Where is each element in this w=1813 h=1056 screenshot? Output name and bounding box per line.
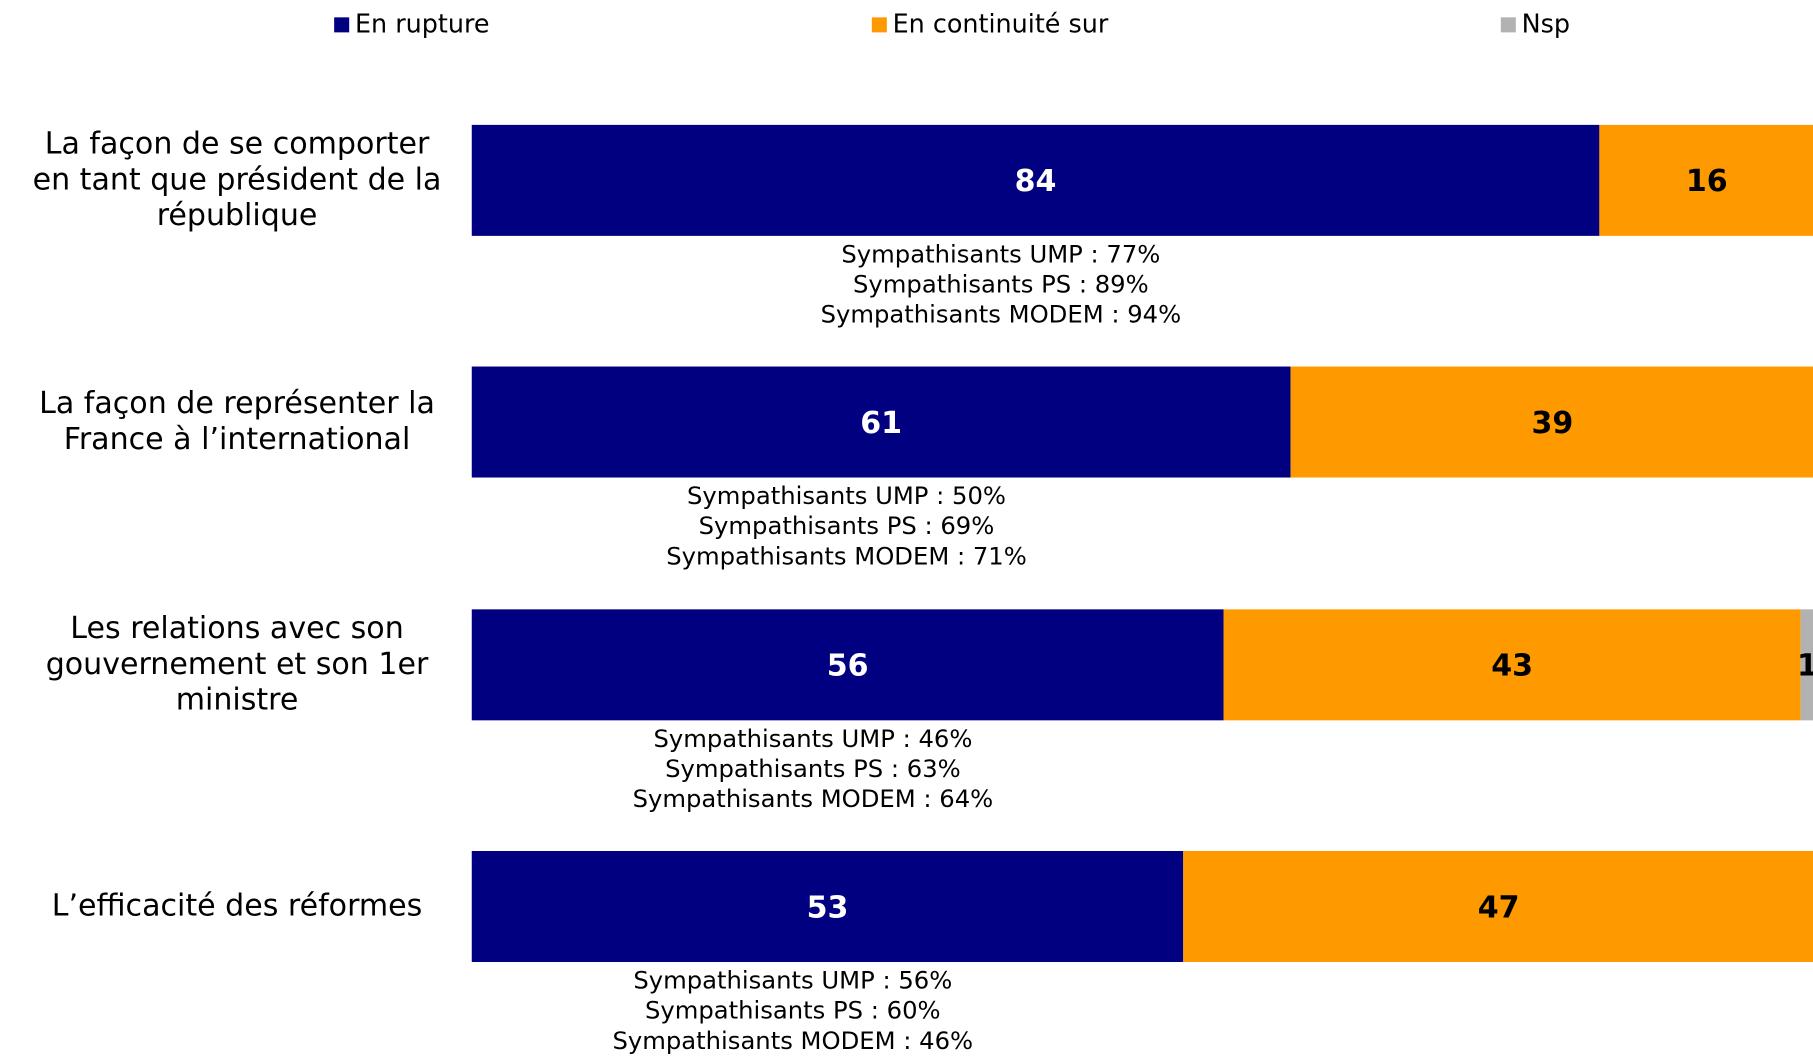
- bar-segment: [471, 850, 1184, 962]
- bar-segment: [471, 609, 1224, 721]
- legend-swatch: [1500, 17, 1516, 33]
- data-label: 61: [860, 406, 902, 441]
- category-label: La façon de représenter la France à l’int…: [39, 386, 435, 457]
- category-label: L’efficacité des réformes: [52, 888, 423, 923]
- legend-label: En rupture: [355, 8, 490, 38]
- annotation: Sympathisants UMP : 56%: [633, 966, 952, 995]
- annotation: Sympathisants PS : 60%: [645, 996, 941, 1025]
- legend-label: Nsp: [1522, 8, 1570, 38]
- data-label: 47: [1478, 890, 1520, 925]
- bar-segment: [1223, 609, 1801, 721]
- data-label: 43: [1491, 649, 1533, 684]
- data-label: 39: [1531, 406, 1573, 441]
- annotation: Sympathisants PS : 69%: [699, 511, 995, 540]
- bar-segment: [1183, 850, 1813, 962]
- data-label: 84: [1015, 164, 1057, 199]
- data-label: 53: [807, 890, 849, 925]
- annotation: Sympathisants UMP : 77%: [841, 240, 1160, 269]
- annotation: Sympathisants UMP : 46%: [653, 724, 972, 753]
- bar-segment: [471, 124, 1600, 236]
- annotation: Sympathisants MODEM : 94%: [821, 300, 1182, 329]
- annotation: Sympathisants PS : 63%: [665, 754, 961, 783]
- annotation: Sympathisants MODEM : 46%: [612, 1026, 973, 1055]
- legend-swatch: [334, 17, 350, 33]
- data-label: 56: [827, 649, 869, 684]
- bar-segment: [471, 366, 1291, 478]
- annotation: Sympathisants PS : 89%: [853, 270, 1149, 299]
- data-label: 16: [1686, 164, 1728, 199]
- category-label: Les relations avec son gouvernement et so…: [46, 610, 429, 717]
- legend-swatch: [871, 17, 887, 33]
- category-label: La façon de se comporter en tant que prés…: [33, 126, 442, 233]
- annotation: Sympathisants UMP : 50%: [687, 481, 1006, 510]
- bar-segment: [1599, 124, 1813, 236]
- data-label: 1: [1797, 649, 1813, 684]
- bar-segment: [1290, 366, 1813, 478]
- legend-label: En continuité sur: [893, 8, 1109, 38]
- bar-segment: [1800, 609, 1813, 721]
- annotation: Sympathisants MODEM : 71%: [666, 541, 1027, 570]
- annotation: Sympathisants MODEM : 64%: [633, 784, 994, 813]
